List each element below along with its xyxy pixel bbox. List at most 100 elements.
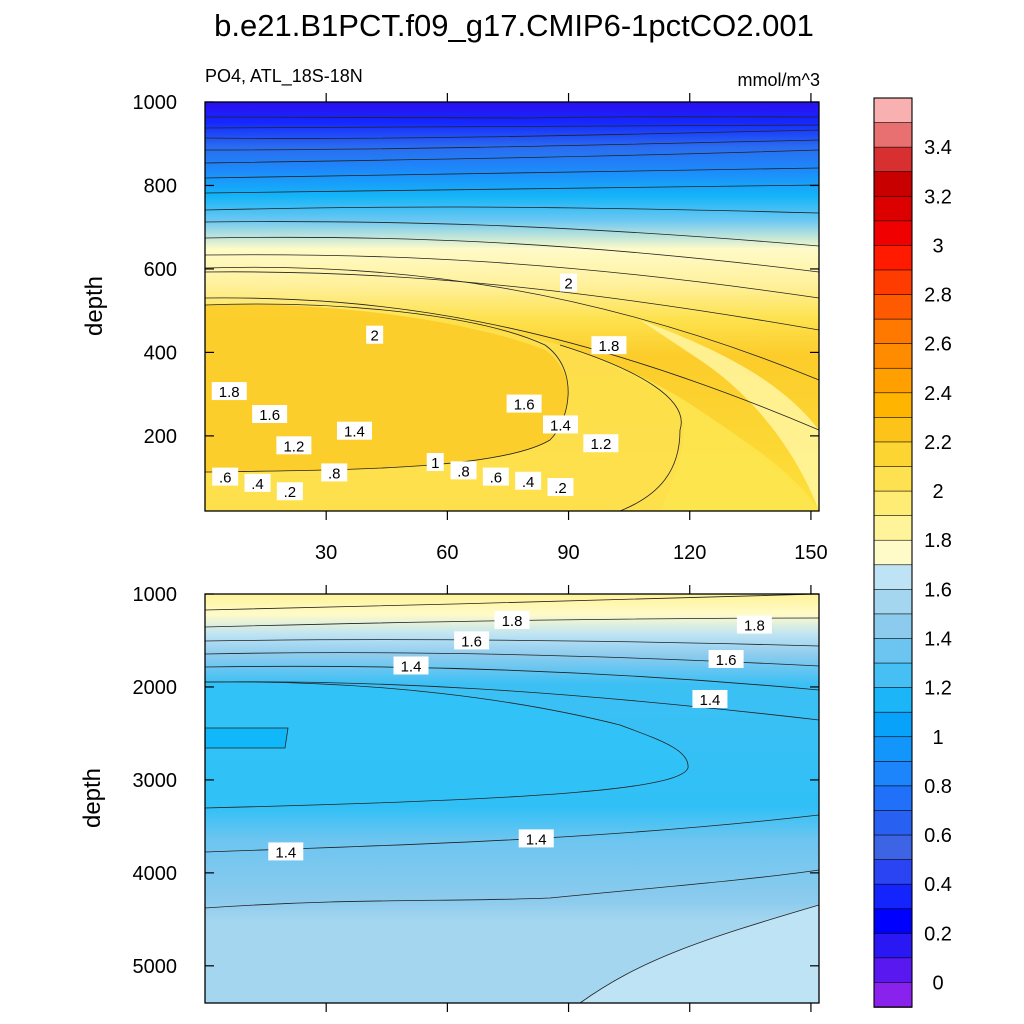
upper-contour-label: .6 <box>212 467 239 487</box>
colorbar-label: 2.8 <box>924 285 952 307</box>
lower-contour-label: 1.4 <box>268 842 304 861</box>
colorbar-swatch <box>873 564 913 591</box>
lower-contour-label: 1.6 <box>454 631 490 650</box>
colorbar-label: 3.2 <box>924 186 952 208</box>
colorbar-label: 0 <box>932 972 943 994</box>
contour-label-bg <box>515 471 542 490</box>
contour-label-bg <box>244 473 271 492</box>
contour-label-bg <box>268 842 304 861</box>
lower-y-axis: 1000 2000 3000 4000 5000 <box>133 584 819 978</box>
upper-contour-label: 1.4 <box>336 421 372 441</box>
upper-contour-label: 1.6 <box>506 394 542 414</box>
colorbar-swatch <box>873 589 913 615</box>
colorbar-label: 2.6 <box>924 334 952 356</box>
upper-contour-label: 1.6 <box>252 405 288 424</box>
colorbar-swatch <box>873 957 913 984</box>
colorbar-swatch <box>873 859 913 885</box>
lower-y-label: depth <box>79 768 106 828</box>
colorbar-swatch <box>873 539 913 566</box>
colorbar-swatch <box>873 269 913 296</box>
colorbar-swatch <box>873 220 913 247</box>
contour-label-bg <box>518 829 554 848</box>
colorbar-swatch <box>873 294 913 320</box>
colorbar-swatch <box>873 343 913 370</box>
colorbar-swatch <box>873 785 913 812</box>
upper-contour-label: .8 <box>321 463 348 482</box>
colorbar-label: 0.2 <box>924 923 952 945</box>
colorbar-label: 2.4 <box>924 383 952 405</box>
upper-contour-label: 1.8 <box>211 382 247 401</box>
colorbar-swatch <box>873 711 913 738</box>
upper-y-tick-label: 1000 <box>133 92 178 114</box>
contour-label-bg <box>276 482 303 501</box>
colorbar-frame <box>873 97 913 1008</box>
colorbar-swatch <box>873 638 913 664</box>
contour-label-text: 1.4 <box>344 424 365 441</box>
contour-label-text: 1.6 <box>259 407 280 424</box>
colorbar-swatch <box>873 932 913 959</box>
contour-label-bg <box>560 273 578 292</box>
lower-y-tick-label: 2000 <box>133 677 178 699</box>
colorbar-label: 0.4 <box>924 874 952 896</box>
lower-inner-core <box>205 728 288 748</box>
contour-label-bg <box>426 453 444 472</box>
colorbar: 3.4 3.2 3 2.8 2.6 2.4 2.2 2 1.8 1.6 1.4 1.2 1 0.8 0.6 0… <box>873 97 952 1008</box>
lower-y-tick-label: 3000 <box>133 770 178 792</box>
contour-label-text: 1.4 <box>700 692 721 709</box>
upper-x-tick-label: 60 <box>436 542 458 564</box>
contour-label-bg <box>736 615 772 634</box>
contour-label-bg <box>450 461 477 480</box>
colorbar-swatch <box>873 810 913 836</box>
upper-x-axis: 30 60 90 120 150 <box>315 93 828 564</box>
upper-plot-frame <box>204 101 820 512</box>
colorbar-swatch <box>873 171 913 198</box>
colorbar-swatch <box>873 761 913 787</box>
contour-label-text: 1 <box>431 455 439 472</box>
lower-contour-label: 1.4 <box>393 656 429 676</box>
contour-label-bg <box>252 405 288 424</box>
contour-label-text: .8 <box>328 465 341 482</box>
contour-label-text: .2 <box>284 484 297 501</box>
units-label: mmol/m^3 <box>738 70 820 90</box>
colorbar-label: 0.8 <box>924 776 952 798</box>
colorbar-swatch <box>873 392 913 419</box>
colorbar-label: 2 <box>932 481 943 503</box>
contour-label-bg <box>211 382 247 401</box>
upper-y-axis: 200 400 600 800 1000 <box>133 92 819 448</box>
contour-label-bg <box>591 336 627 355</box>
colorbar-swatch <box>873 613 913 640</box>
upper-x-tick-label: 120 <box>673 542 706 564</box>
colorbar-swatch <box>873 687 913 713</box>
upper-contour-label: .4 <box>515 471 542 491</box>
upper-contour-labels: .2.4.6.81.8.6.4.21.21.41.21.41.61.61.81.… <box>211 273 627 501</box>
colorbar-swatch <box>873 834 913 861</box>
contour-label-bg <box>583 434 619 453</box>
colorbar-label: 1 <box>932 727 943 749</box>
upper-y-label: depth <box>81 276 108 336</box>
lower-contour-label: 1.4 <box>518 829 554 848</box>
colorbar-swatch <box>873 466 913 492</box>
chart-title: b.e21.B1PCT.f09_g17.CMIP6-1pctCO2.001 <box>214 8 814 43</box>
lower-x-axis <box>325 585 812 1012</box>
upper-contour-label: 1.4 <box>542 415 578 434</box>
contour-label-text: 1.4 <box>401 659 422 676</box>
upper-contour-label: 2 <box>366 325 384 345</box>
colorbar-swatch <box>873 736 913 763</box>
lower-plot-frame <box>204 593 820 1004</box>
colorbar-swatch <box>873 883 913 910</box>
contour-label-bg <box>708 649 744 668</box>
upper-band-yellow-2 <box>560 345 819 511</box>
lower-contour-label: 1.4 <box>692 689 728 709</box>
upper-contour-label: .6 <box>482 467 509 487</box>
colorbar-label: 1.4 <box>924 628 952 650</box>
colorbar-label: 1.2 <box>924 678 952 700</box>
upper-contour-label: 2 <box>560 273 578 293</box>
contour-label-text: 1.8 <box>219 384 240 401</box>
upper-contour-label: 1.2 <box>583 434 619 453</box>
contour-label-text: 1.4 <box>526 831 547 848</box>
contour-label-bg <box>542 415 578 434</box>
contour-label-text: 1.4 <box>550 417 571 434</box>
colorbar-swatch <box>873 122 913 148</box>
